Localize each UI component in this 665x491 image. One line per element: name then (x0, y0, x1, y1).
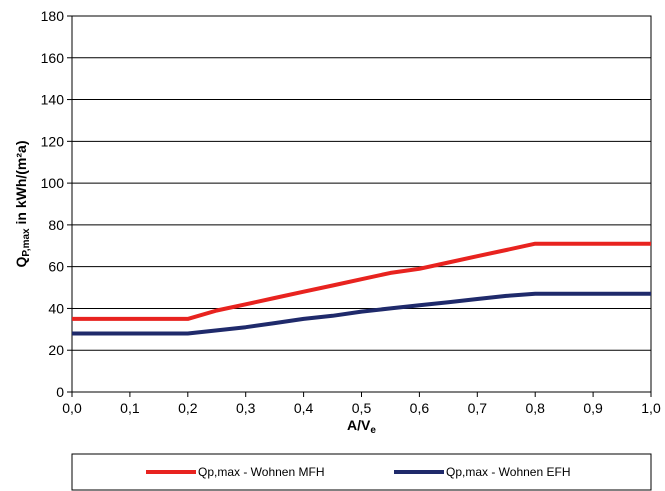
legend-label: Qp,max - Wohnen MFH (198, 465, 324, 479)
series-layer (72, 241, 651, 336)
y-tick-label: 160 (41, 50, 65, 66)
x-tick-label: 0,4 (294, 400, 314, 416)
y-tick-label: 180 (41, 8, 65, 24)
gridlines (72, 15, 651, 393)
y-tick-label: 120 (41, 133, 65, 149)
x-axis-ticks: 0,0 0,1 0,2 0,3 0,4 0,5 0,6 0,7 0,8 0,9 1,0 (62, 392, 661, 416)
y-tick-label: 100 (41, 175, 65, 191)
x-tick-label: 0,7 (468, 400, 488, 416)
x-tick-label: 0,2 (178, 400, 198, 416)
x-tick-label: 0,3 (236, 400, 256, 416)
x-tick-label: 0,5 (352, 400, 372, 416)
x-tick-label: 0,1 (120, 400, 140, 416)
plot-area (71, 15, 652, 393)
legend-label: Qp,max - Wohnen EFH (446, 465, 571, 479)
x-tick-label: 0,8 (525, 400, 545, 416)
y-axis-title: QP,max in kWh/(m²a) (13, 141, 32, 268)
y-tick-label: 20 (48, 342, 64, 358)
x-tick-label: 0,6 (410, 400, 430, 416)
y-tick-label: 140 (41, 92, 65, 108)
x-axis-title: A/Ve (347, 417, 376, 436)
y-tick-label: 60 (48, 259, 64, 275)
series-line-efh (72, 291, 651, 336)
y-tick-label: 0 (56, 384, 64, 400)
legend: Qp,max - Wohnen MFH Qp,max - Wohnen EFH (71, 453, 652, 491)
series-line-mfh (72, 241, 651, 321)
x-tick-label: 0,9 (583, 400, 603, 416)
x-tick-label: 1,0 (641, 400, 661, 416)
x-tick-label: 0,0 (62, 400, 82, 416)
y-axis-ticks: 0 20 40 60 80 100 120 140 160 180 (41, 8, 72, 400)
y-tick-label: 80 (48, 217, 64, 233)
y-tick-label: 40 (48, 300, 64, 316)
